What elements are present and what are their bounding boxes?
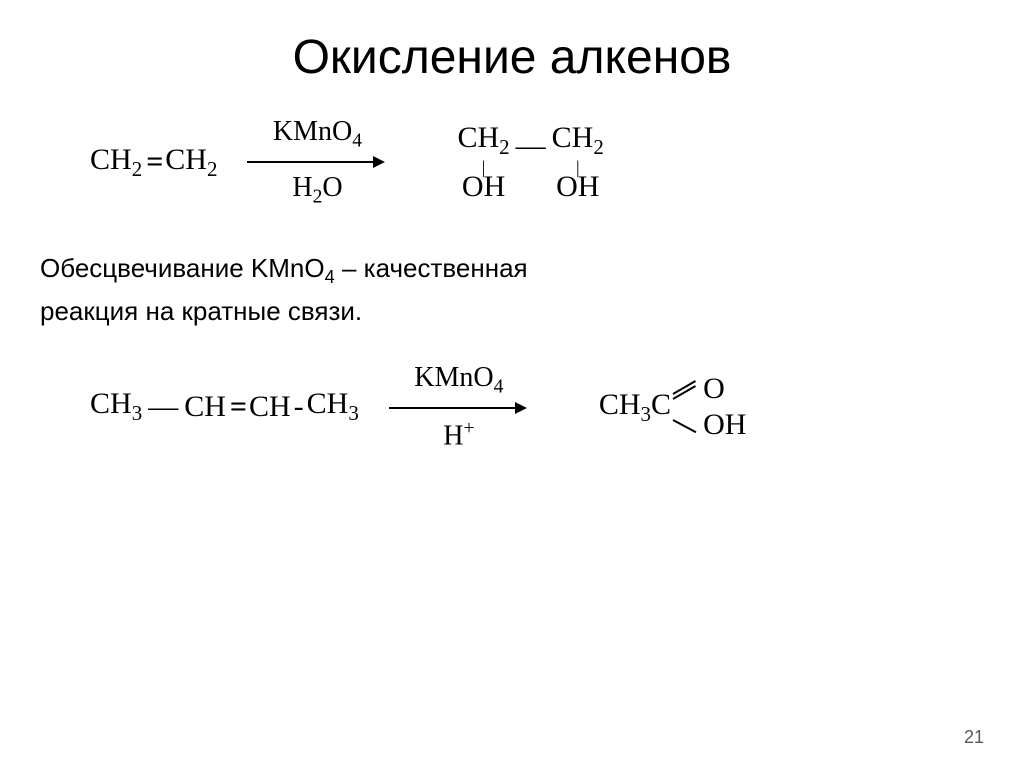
double-bond-icon xyxy=(673,379,699,399)
r2-d: CH3 xyxy=(307,387,359,426)
r1-double-bond: = xyxy=(142,145,165,179)
r2-product: CH3C O OH xyxy=(599,374,747,440)
r2-bond1: — xyxy=(142,390,184,424)
arrow-icon xyxy=(247,155,387,169)
note-line-1: Обесцвечивание KMnO4 – качественная xyxy=(40,249,1024,291)
r2-product-o: O xyxy=(703,374,725,404)
r2-arrow: KMnO4 H+ xyxy=(389,361,529,453)
arrow-icon xyxy=(389,401,529,415)
r2-a: CH3 xyxy=(90,387,142,426)
r2-bond3: - xyxy=(291,390,307,424)
r2-product-oh: OH xyxy=(703,410,746,440)
r1-reactant-right: CH2 xyxy=(165,143,217,182)
r1-reactant: CH2 = CH2 xyxy=(90,143,217,182)
note-line-2: реакция на кратные связи. xyxy=(40,292,1024,331)
page-number: 21 xyxy=(964,727,984,748)
r1-arrow: KMnO4 H2O xyxy=(247,115,387,209)
r2-b: CH xyxy=(184,390,226,424)
r1-product-col2: CH2 | OH xyxy=(552,123,604,202)
r2-product-branch: O OH xyxy=(673,374,746,440)
r1-reactant-left: CH2 xyxy=(90,143,142,182)
reaction-1: CH2 = CH2 KMnO4 H2O CH2 | OH — CH2 | OH xyxy=(0,115,1024,209)
single-bond-icon xyxy=(673,415,699,435)
r1-arrow-below: H2O xyxy=(292,169,342,209)
r1-arrow-above: KMnO4 xyxy=(273,115,362,155)
r2-reactant: CH3 — CH = CH - CH3 xyxy=(90,387,359,426)
note-text: Обесцвечивание KMnO4 – качественная реак… xyxy=(0,249,1024,330)
r2-c: CH xyxy=(249,390,291,424)
r2-arrow-below: H+ xyxy=(443,415,474,453)
r2-product-base: CH3C xyxy=(599,374,671,427)
slide-title: Окисление алкенов xyxy=(0,0,1024,105)
r2-bond2: = xyxy=(226,390,249,424)
r1-product: CH2 | OH — CH2 | OH xyxy=(457,123,603,202)
r1-product-col1: CH2 | OH xyxy=(457,123,509,202)
reaction-2: CH3 — CH = CH - CH3 KMnO4 H+ CH3C O OH xyxy=(0,361,1024,453)
r1-product-bond: — xyxy=(510,123,552,163)
r2-arrow-above: KMnO4 xyxy=(414,361,503,401)
